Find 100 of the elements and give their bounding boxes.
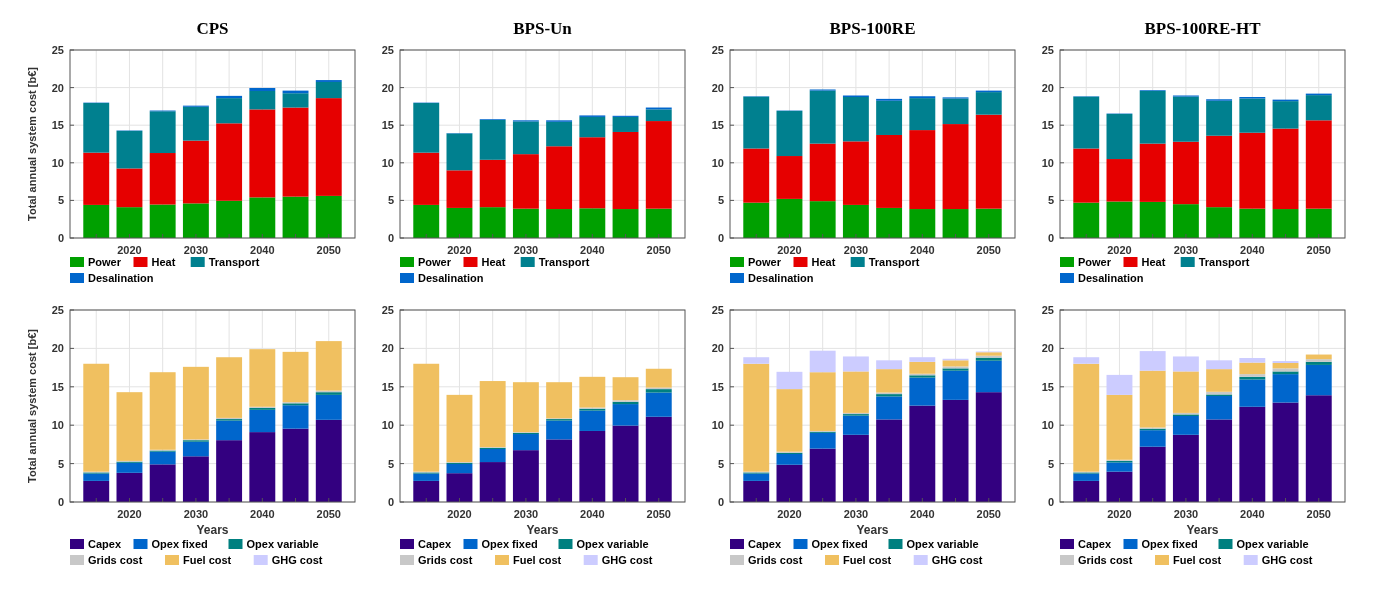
y-tick-label: 10 xyxy=(51,156,64,169)
y-tick-label: 10 xyxy=(51,419,64,432)
y-tick-label: 0 xyxy=(717,232,724,244)
x-tick-label: 2020 xyxy=(1107,244,1132,256)
x-axis-title: Years xyxy=(1186,523,1219,537)
x-tick-label: 2050 xyxy=(316,508,341,520)
y-tick-label: 15 xyxy=(1041,119,1054,132)
x-tick-label: 2020 xyxy=(777,244,802,256)
y-tick-label: 5 xyxy=(57,194,64,207)
legend-label: Opex fixed xyxy=(811,538,868,550)
y-tick-label: 10 xyxy=(381,156,394,169)
x-tick-label: 2030 xyxy=(513,244,539,256)
y-tick-label: 25 xyxy=(1041,44,1054,56)
legend-label: Transport xyxy=(868,256,920,268)
y-tick-label: 20 xyxy=(1041,342,1054,355)
x-tick-label: 2020 xyxy=(117,508,142,520)
y-tick-label: 25 xyxy=(1041,304,1054,316)
legend-label: Fuel cost xyxy=(183,554,232,566)
legend-label: Desalination xyxy=(748,272,814,284)
y-tick-label: 5 xyxy=(717,194,724,207)
x-tick-label: 2030 xyxy=(183,244,209,256)
y-tick-label: 5 xyxy=(1047,194,1054,207)
y-tick-label: 25 xyxy=(711,304,724,316)
x-axis-title: Years xyxy=(196,523,229,537)
legend-label: Heat xyxy=(811,256,836,268)
x-tick-label: 2020 xyxy=(447,244,472,256)
y-tick-label: 0 xyxy=(717,496,724,508)
x-tick-label: 2030 xyxy=(843,508,869,520)
x-tick-label: 2020 xyxy=(1107,508,1132,520)
y-tick-label: 25 xyxy=(711,44,724,56)
legend-label: GHG cost xyxy=(1261,554,1313,566)
y-tick-label: 25 xyxy=(381,44,394,56)
legend-label: Capex xyxy=(1078,538,1112,550)
y-tick-label: 0 xyxy=(387,232,394,244)
legend-label: Opex variable xyxy=(906,538,979,550)
legend-label: Fuel cost xyxy=(513,554,562,566)
y-tick-label: 20 xyxy=(51,342,64,355)
legend-label: Grids cost xyxy=(748,554,803,566)
legend-label: Grids cost xyxy=(418,554,473,566)
x-tick-label: 2020 xyxy=(117,244,142,256)
legend-label: Opex fixed xyxy=(481,538,538,550)
legend-label: Opex fixed xyxy=(151,538,208,550)
legend-label: Power xyxy=(748,256,782,268)
chart-title: CPS xyxy=(196,19,229,38)
y-tick-label: 0 xyxy=(387,496,394,508)
y-tick-label: 20 xyxy=(381,81,394,94)
x-tick-label: 2020 xyxy=(777,508,802,520)
x-tick-label: 2050 xyxy=(1306,244,1331,256)
x-tick-label: 2050 xyxy=(646,244,671,256)
x-tick-label: 2040 xyxy=(250,244,275,256)
y-tick-label: 20 xyxy=(711,342,724,355)
legend-label: Transport xyxy=(538,256,590,268)
y-tick-label: 15 xyxy=(381,119,394,132)
y-tick-label: 15 xyxy=(711,119,724,132)
x-tick-label: 2030 xyxy=(183,508,209,520)
x-tick-label: 2040 xyxy=(1240,508,1265,520)
chart-title: BPS-100RE xyxy=(829,19,916,38)
y-tick-label: 15 xyxy=(51,380,64,393)
y-tick-label: 15 xyxy=(711,380,724,393)
x-tick-label: 2040 xyxy=(910,508,935,520)
legend-label: Capex xyxy=(748,538,782,550)
x-tick-label: 2050 xyxy=(976,244,1001,256)
legend-label: Grids cost xyxy=(1078,554,1133,566)
legend-label: Transport xyxy=(208,256,260,268)
chart-title: BPS-100RE-HT xyxy=(1144,19,1262,38)
y-tick-label: 10 xyxy=(711,419,724,432)
legend-label: GHG cost xyxy=(601,554,653,566)
y-tick-label: 5 xyxy=(387,457,394,470)
legend-label: Desalination xyxy=(88,272,154,284)
legend-label: Fuel cost xyxy=(1173,554,1222,566)
x-tick-label: 2030 xyxy=(843,244,869,256)
y-tick-label: 25 xyxy=(51,304,64,316)
legend-label: Opex variable xyxy=(576,538,649,550)
y-tick-label: 15 xyxy=(51,119,64,132)
y-tick-label: 5 xyxy=(387,194,394,207)
x-tick-label: 2040 xyxy=(250,508,275,520)
y-tick-label: 20 xyxy=(711,81,724,94)
y-tick-label: 10 xyxy=(1041,156,1054,169)
legend-label: Grids cost xyxy=(88,554,143,566)
legend-label: Opex variable xyxy=(1236,538,1309,550)
x-axis-title: Years xyxy=(526,523,559,537)
y-tick-label: 5 xyxy=(1047,457,1054,470)
y-tick-label: 0 xyxy=(57,232,64,244)
legend-label: Power xyxy=(418,256,452,268)
y-tick-label: 0 xyxy=(57,496,64,508)
y-tick-label: 20 xyxy=(1041,81,1054,94)
x-tick-label: 2050 xyxy=(1306,508,1331,520)
legend-label: Transport xyxy=(1198,256,1250,268)
legend-label: Power xyxy=(88,256,122,268)
y-tick-label: 20 xyxy=(381,342,394,355)
y-tick-label: 5 xyxy=(717,457,724,470)
x-tick-label: 2040 xyxy=(910,244,935,256)
y-tick-label: 10 xyxy=(381,419,394,432)
legend-label: Capex xyxy=(88,538,122,550)
legend-label: Opex variable xyxy=(246,538,319,550)
legend-label: Power xyxy=(1078,256,1112,268)
x-tick-label: 2050 xyxy=(646,508,671,520)
y-tick-label: 5 xyxy=(57,457,64,470)
legend-label: GHG cost xyxy=(931,554,983,566)
x-tick-label: 2050 xyxy=(976,508,1001,520)
